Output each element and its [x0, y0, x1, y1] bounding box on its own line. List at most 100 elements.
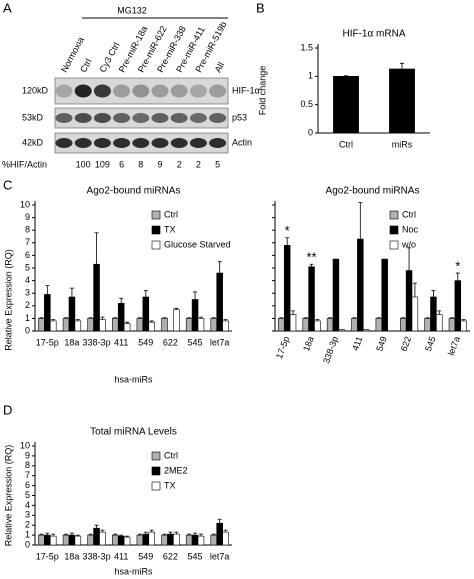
bar: [38, 534, 45, 546]
annotation: **: [307, 250, 317, 265]
blot-band: [132, 113, 150, 123]
legend-swatch: [389, 240, 399, 250]
lane-label: Ctrl: [78, 57, 93, 74]
bar: [308, 266, 315, 332]
x-tick-label: 549: [138, 551, 153, 561]
error-bar: [113, 533, 118, 536]
bar: [167, 533, 174, 546]
error-bar: [69, 287, 74, 297]
error-bar: [162, 317, 167, 319]
bar: [112, 318, 119, 332]
y-tick-label: 7: [25, 470, 30, 480]
error-bar: [69, 532, 74, 536]
x-tick-label: 411: [350, 335, 364, 352]
legend-label: TX: [164, 480, 176, 490]
annotation: *: [455, 258, 460, 273]
error-bar: [187, 317, 192, 319]
x-tick-label: 18a: [301, 335, 316, 353]
blot-band: [151, 113, 169, 123]
error-bar: [137, 317, 142, 319]
chart-title: Total miRNA Levels: [90, 427, 177, 438]
blot-band: [170, 113, 188, 123]
bar: [38, 318, 45, 332]
error-bar: [211, 533, 216, 536]
blot-band: [55, 138, 73, 148]
x-tick-label: 17-5p: [274, 335, 291, 360]
y-tick-label: 9: [25, 450, 30, 460]
x-axis-label: hsa-miRs: [114, 374, 153, 384]
bar: [148, 321, 155, 332]
error-bar: [149, 320, 154, 323]
legend-swatch: [151, 240, 161, 250]
blot-band: [189, 138, 207, 148]
bar: [173, 533, 180, 546]
error-bar: [168, 531, 173, 535]
y-tick-label: 7: [25, 237, 30, 247]
bar: [87, 318, 94, 332]
bar: [161, 534, 168, 546]
bar: [185, 534, 193, 546]
chart-title: Ago2-bound miRNAs: [326, 186, 420, 197]
bar: [197, 318, 205, 332]
bar: [117, 302, 125, 332]
bar: [375, 318, 383, 332]
y-tick-label: 3: [25, 510, 30, 520]
bar: [44, 534, 51, 546]
error-bar: [193, 532, 198, 536]
bar: [351, 318, 358, 332]
error-bar: [198, 316, 203, 319]
y-axis-label: Fold change: [257, 66, 267, 116]
bar: [99, 531, 106, 546]
error-bar: [211, 317, 216, 319]
y-tick-label: 0: [308, 127, 313, 137]
x-tick-label: 545: [423, 335, 438, 353]
bar: [136, 318, 144, 332]
error-bar: [449, 317, 454, 319]
blot-band: [170, 138, 188, 148]
error-bar: [328, 317, 333, 319]
blot-band: [74, 113, 92, 123]
error-bar: [198, 533, 203, 537]
panel-letter: D: [3, 402, 12, 417]
blot-band: [151, 84, 169, 98]
y-tick-label: 6: [25, 480, 30, 490]
legend-swatch: [151, 210, 161, 220]
legend-swatch: [151, 225, 161, 235]
y-tick-label: 6: [25, 250, 30, 260]
protein-label: HIF-1α: [232, 85, 260, 95]
ratio-value: 2: [196, 159, 201, 169]
y-tick-label: 2: [25, 520, 30, 530]
bar: [136, 534, 144, 546]
bar: [210, 534, 218, 546]
chart-title: HIF-1α mRNA: [342, 29, 405, 40]
legend-label: Ctrl: [402, 209, 416, 219]
blot-band: [209, 138, 227, 148]
protein-label: p53: [232, 112, 247, 122]
x-tick-label: 338-3p: [321, 335, 340, 365]
bar: [381, 258, 388, 332]
blot-band: [113, 113, 131, 123]
error-bar: [174, 307, 179, 310]
blot-band: [113, 84, 131, 98]
legend-label: Ctrl: [164, 450, 178, 460]
bar: [283, 245, 291, 332]
blot-band: [55, 113, 73, 123]
bar: [448, 318, 456, 332]
ratio-value: 2: [177, 159, 182, 169]
ratio-value: 100: [76, 159, 91, 169]
error-bar: [303, 317, 308, 319]
blot-band: [170, 84, 188, 98]
bar: [142, 533, 150, 546]
bar: [436, 314, 443, 332]
blot-band: [132, 84, 150, 98]
error-bar: [400, 62, 404, 69]
error-bar: [119, 297, 124, 304]
y-tick-label: 0.5: [300, 99, 313, 109]
error-bar: [137, 533, 142, 536]
blot-band: [113, 138, 131, 148]
bar: [210, 318, 218, 332]
legend-label: Glucose Starved: [164, 239, 231, 249]
y-tick-label: 10: [20, 440, 30, 450]
error-bar: [425, 317, 430, 319]
annotation: *: [285, 223, 290, 238]
